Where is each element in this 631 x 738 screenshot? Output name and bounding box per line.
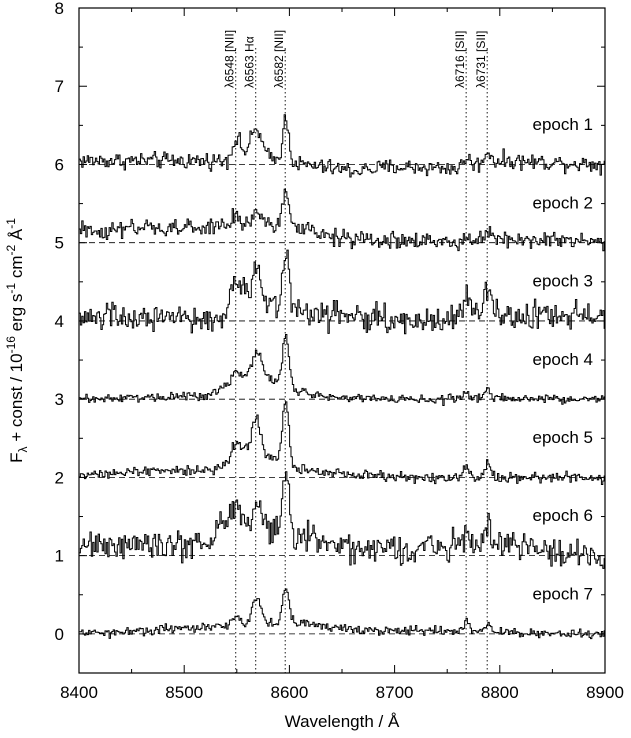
spectrum-epoch-6 — [79, 471, 605, 569]
epoch-label-1: epoch 1 — [533, 115, 594, 134]
x-tick-label: 8800 — [481, 683, 519, 702]
y-axis-title-part: F — [7, 453, 26, 463]
x-tick-label: 8700 — [376, 683, 414, 702]
spectrum-epoch-5 — [79, 401, 605, 486]
plot-area — [79, 48, 605, 673]
y-tick-label: 4 — [55, 312, 64, 331]
y-tick-label: 0 — [55, 625, 64, 644]
x-tick-label: 8900 — [586, 683, 624, 702]
epoch-label-5: epoch 5 — [533, 428, 594, 447]
y-tick-label: 3 — [55, 390, 64, 409]
x-axis-title: Wavelength / Å — [285, 712, 400, 731]
y-tick-label: 8 — [55, 0, 64, 18]
spectrum-epoch-4 — [79, 333, 605, 406]
plot-frame — [78, 7, 606, 674]
y-tick-label: 2 — [55, 468, 64, 487]
y-tick-label: 7 — [55, 77, 64, 96]
x-tick-label: 8400 — [60, 683, 98, 702]
y-tick-label: 5 — [55, 234, 64, 253]
epoch-label-2: epoch 2 — [533, 193, 594, 212]
y-tick-label: 6 — [55, 155, 64, 174]
emission-line-label-4: λ6716 [SII] — [453, 31, 467, 88]
labels: 8400 8500 8600 8700 8800 8900 0 1 2 3 4 5 6 7 8 Wavelen… — [4, 0, 624, 731]
y-axis-title-part: -16 — [4, 336, 18, 354]
spectrum-epoch-1 — [79, 114, 605, 178]
x-tick-label: 8600 — [270, 683, 308, 702]
spectrum-epoch-3 — [79, 249, 605, 335]
y-axis-title: Fλ + const / 10-16 erg s-1 cm-2 Å-1 — [4, 218, 30, 463]
y-axis-title-part: -2 — [4, 244, 18, 255]
epoch-label-7: epoch 7 — [533, 584, 594, 603]
emission-line-label-5: λ6731 [SII] — [474, 31, 488, 88]
y-axis-title-part: -1 — [4, 218, 18, 229]
y-axis-title-part: λ — [16, 447, 30, 453]
y-axis-title-part: + const / 10 — [7, 353, 26, 446]
y-tick-label: 1 — [55, 547, 64, 566]
spectrum-epoch-7 — [79, 588, 605, 640]
y-axis-title-part: -1 — [4, 283, 18, 294]
emission-line-label-1: λ6548 [NII] — [223, 30, 237, 88]
epoch-label-3: epoch 3 — [533, 272, 594, 291]
epoch-label-4: epoch 4 — [533, 350, 594, 369]
emission-line-label-2: λ6563 Hα — [243, 36, 257, 88]
y-axis-title-part: cm — [7, 255, 26, 282]
axes — [78, 7, 606, 674]
x-tick-label: 8500 — [165, 683, 203, 702]
spectrum-epoch-2 — [79, 188, 605, 252]
emission-line-label-3: λ6582 [NII] — [272, 30, 286, 88]
epoch-label-6: epoch 6 — [533, 506, 594, 525]
y-axis-title-part: Å — [7, 228, 26, 245]
y-axis-title-part: erg s — [7, 294, 26, 337]
